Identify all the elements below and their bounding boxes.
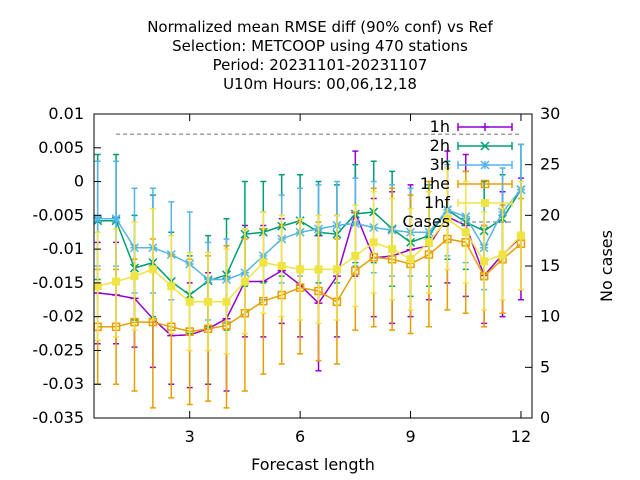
data-point — [480, 160, 490, 170]
y2-tick-label: 15 — [540, 256, 560, 275]
data-point — [167, 282, 176, 291]
legend-label: 1h — [430, 117, 450, 136]
data-point — [332, 265, 341, 274]
y-tick-label: -0.015 — [32, 273, 84, 292]
x-tick-label: 9 — [405, 427, 415, 446]
data-point — [93, 282, 102, 291]
y-tick-label: -0.03 — [43, 374, 84, 393]
legend-label: 1he — [420, 174, 450, 193]
y2-tick-label: 0 — [540, 408, 550, 427]
y2-tick-label: 25 — [540, 155, 560, 174]
data-point — [461, 228, 470, 237]
title-line: Normalized mean RMSE diff (90% conf) vs … — [147, 18, 493, 36]
legend-label: Cases — [403, 212, 451, 231]
y-tick-label: -0.02 — [43, 307, 84, 326]
series-layer — [93, 143, 526, 409]
x-axis-label: Forecast length — [251, 455, 375, 474]
legend-label: 3h — [430, 155, 450, 174]
y2-axis-label: No cases — [597, 230, 616, 302]
data-point — [314, 265, 323, 274]
chart-title: Normalized mean RMSE diff (90% conf) vs … — [147, 18, 493, 93]
x-tick-label: 12 — [511, 427, 531, 446]
series-2h — [93, 143, 526, 335]
title-line: Period: 20231101-20231107 — [213, 56, 428, 74]
series-line — [97, 189, 522, 281]
series-1he — [93, 167, 526, 409]
y-tick-label: 0 — [74, 172, 84, 191]
data-point — [388, 245, 397, 254]
axes: 0.01 0.005 0 -0.005 -0.01 -0.015 -0.02 -0.025 -0… — [32, 104, 560, 446]
data-point — [369, 238, 378, 247]
data-point — [443, 214, 452, 223]
y-tick-label: -0.005 — [32, 205, 84, 224]
data-point — [277, 262, 286, 270]
legend-sample — [457, 180, 513, 188]
data-point — [406, 255, 415, 264]
legend-label: 1hf — [424, 193, 450, 212]
y2-tick-label: 10 — [540, 307, 560, 326]
data-point — [148, 265, 157, 274]
data-point — [296, 265, 305, 274]
y-tick-label: -0.01 — [43, 239, 84, 258]
series-line — [97, 238, 522, 333]
y2-tick-label: 30 — [540, 104, 560, 123]
title-line: U10m Hours: 00,06,12,18 — [223, 75, 417, 93]
series-1hf — [93, 167, 525, 355]
data-point — [481, 199, 489, 207]
data-point — [424, 238, 433, 247]
series-3h — [93, 143, 526, 325]
data-point — [480, 257, 489, 266]
title-line: Selection: METCOOP using 470 stations — [172, 37, 468, 55]
data-point — [240, 277, 249, 286]
data-point — [93, 214, 103, 224]
y-tick-label: -0.025 — [32, 340, 84, 359]
data-point — [516, 231, 525, 240]
data-point — [259, 258, 268, 267]
y2-tick-label: 5 — [540, 357, 550, 376]
y2-tick-label: 20 — [540, 205, 560, 224]
data-point — [498, 250, 507, 259]
data-point — [185, 297, 194, 306]
error-bar — [149, 207, 156, 321]
y-tick-label: 0.005 — [38, 138, 84, 157]
x-tick-label: 6 — [295, 427, 305, 446]
data-point — [130, 272, 139, 281]
data-point — [481, 123, 489, 131]
data-point — [111, 214, 121, 224]
x-tick-label: 3 — [185, 427, 195, 446]
y-tick-label: -0.035 — [32, 408, 84, 427]
data-point — [480, 179, 490, 189]
y-tick-label: 0.01 — [48, 104, 84, 123]
data-point — [351, 251, 360, 260]
series-1h — [93, 150, 525, 392]
legend-label: 2h — [430, 136, 450, 155]
data-point — [112, 277, 121, 286]
data-point — [480, 141, 490, 151]
data-point — [222, 297, 231, 306]
data-point — [204, 297, 213, 306]
